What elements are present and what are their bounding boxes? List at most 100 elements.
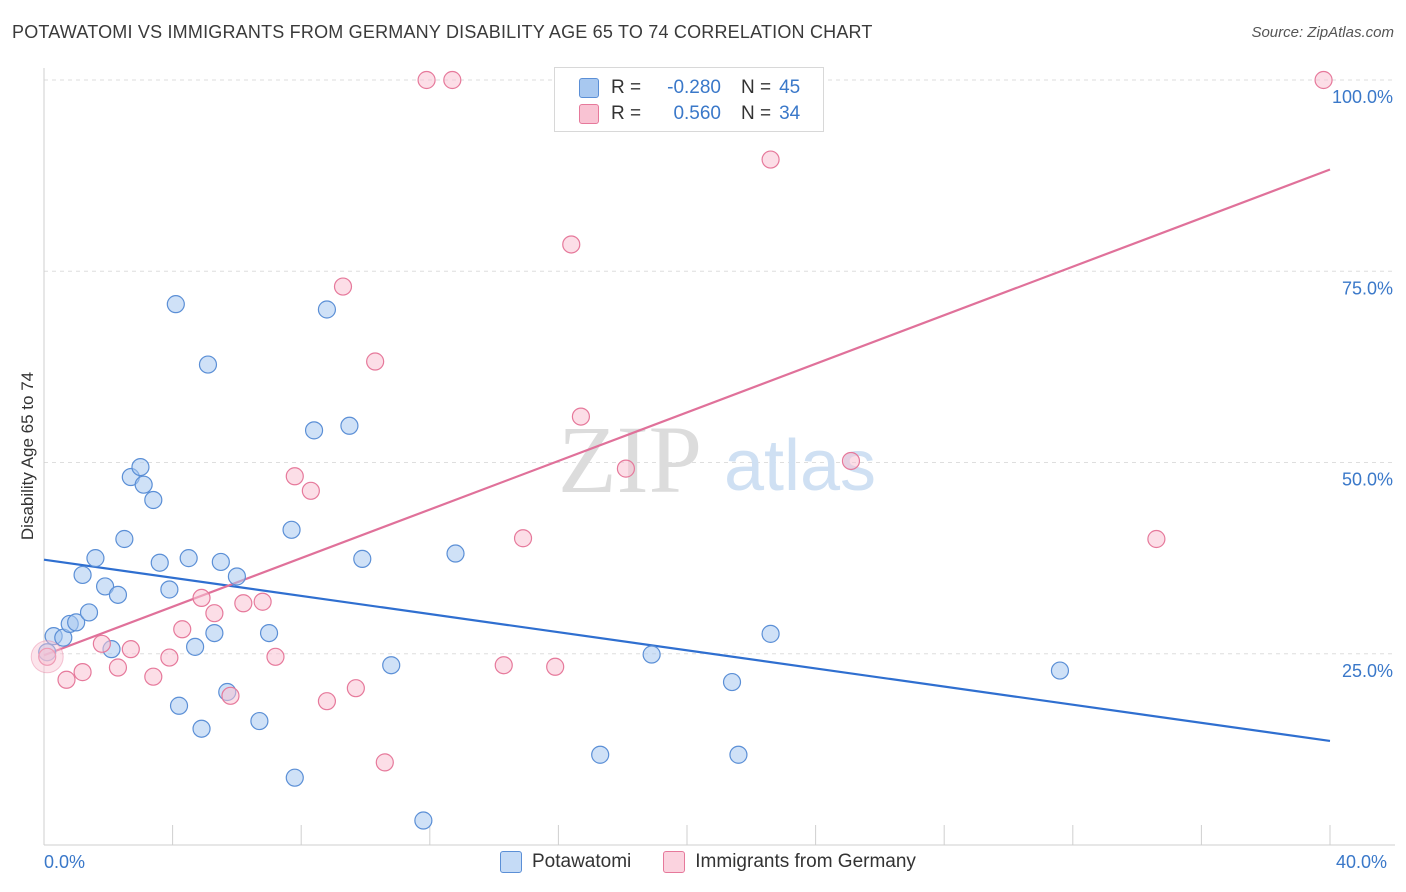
- y-tick-label: 100.0%: [1332, 87, 1393, 107]
- point-germany-cluster: [30, 640, 64, 674]
- point-germany: [73, 663, 92, 682]
- x-tick-max: 40.0%: [1336, 852, 1388, 872]
- point-germany: [108, 658, 128, 677]
- legend-n-label: N =: [741, 77, 772, 98]
- point-potawatomi: [353, 549, 372, 568]
- point-germany: [346, 679, 365, 698]
- point-potawatomi: [198, 355, 218, 374]
- point-germany: [301, 481, 320, 500]
- point-germany: [266, 647, 285, 666]
- point-potawatomi: [166, 295, 185, 314]
- point-potawatomi: [108, 585, 128, 604]
- point-potawatomi: [285, 768, 304, 787]
- point-potawatomi: [179, 549, 198, 568]
- point-germany: [443, 70, 462, 90]
- y-tick-label: 75.0%: [1342, 278, 1393, 298]
- point-potawatomi: [729, 745, 748, 764]
- point-germany: [366, 352, 385, 371]
- y-tick-labels: 25.0% 50.0% 75.0% 100.0%: [1332, 87, 1393, 681]
- point-potawatomi: [150, 553, 169, 572]
- point-potawatomi: [73, 565, 92, 585]
- point-potawatomi: [282, 520, 301, 539]
- point-germany: [571, 407, 591, 426]
- point-germany: [1147, 529, 1166, 549]
- point-potawatomi: [591, 745, 610, 764]
- point-potawatomi: [144, 490, 163, 510]
- point-germany: [616, 459, 636, 478]
- legend-swatch-potawatomi: [500, 851, 522, 873]
- point-germany: [205, 604, 224, 623]
- point-potawatomi: [446, 544, 465, 563]
- point-potawatomi: [115, 529, 134, 549]
- point-potawatomi: [131, 457, 150, 477]
- point-potawatomi: [86, 549, 105, 568]
- point-potawatomi: [160, 580, 179, 599]
- legend-n-value: 34: [779, 103, 801, 124]
- point-potawatomi: [169, 696, 189, 715]
- point-germany: [513, 529, 533, 548]
- legend-item-potawatomi: Potawatomi: [500, 851, 631, 873]
- trend-lines: [43, 168, 1331, 743]
- point-potawatomi: [79, 603, 99, 622]
- data-points: [30, 70, 1333, 830]
- legend-row-potawatomi: R = -0.280 N = 45: [579, 75, 800, 101]
- point-germany: [761, 150, 780, 169]
- point-potawatomi: [304, 421, 324, 440]
- gridlines: [44, 79, 1395, 655]
- chart-title: POTAWATOMI VS IMMIGRANTS FROM GERMANY DI…: [12, 22, 873, 42]
- point-germany: [173, 620, 192, 639]
- legend-swatch-germany: [579, 104, 599, 124]
- point-potawatomi: [192, 719, 211, 738]
- point-germany: [57, 670, 76, 689]
- legend-label-germany: Immigrants from Germany: [695, 851, 916, 872]
- point-germany: [375, 753, 394, 772]
- point-potawatomi: [1050, 661, 1070, 680]
- point-germany: [144, 667, 163, 686]
- point-germany: [562, 235, 581, 254]
- legend-r-label: R =: [611, 77, 642, 98]
- trend-line-potawatomi: [43, 558, 1331, 743]
- point-germany: [841, 451, 861, 471]
- axes: [43, 68, 1395, 846]
- legend-swatch-germany: [663, 851, 686, 873]
- point-germany: [253, 592, 272, 611]
- point-germany: [92, 634, 111, 653]
- legend-item-germany: Immigrants from Germany: [663, 851, 916, 873]
- point-potawatomi: [761, 624, 780, 643]
- point-germany: [160, 648, 179, 667]
- point-germany: [546, 657, 565, 676]
- legend-row-germany: R = 0.560 N = 34: [579, 101, 800, 127]
- point-potawatomi: [250, 711, 269, 731]
- watermark: ZIP atlas: [558, 406, 876, 513]
- point-potawatomi: [227, 567, 246, 586]
- point-germany: [192, 588, 211, 608]
- x-tick-min: 0.0%: [44, 852, 86, 872]
- point-potawatomi: [211, 552, 230, 572]
- point-germany: [317, 692, 337, 711]
- legend-label-potawatomi: Potawatomi: [532, 851, 632, 872]
- series-legend: Potawatomi Immigrants from Germany: [500, 851, 948, 873]
- legend-swatch-potawatomi: [579, 78, 599, 98]
- point-germany: [494, 656, 513, 675]
- point-potawatomi: [259, 623, 279, 643]
- point-potawatomi: [134, 475, 153, 494]
- point-germany: [285, 467, 304, 486]
- legend-n-value: 45: [779, 77, 801, 98]
- point-germany: [221, 686, 240, 705]
- point-germany: [234, 594, 253, 613]
- point-potawatomi: [67, 613, 86, 632]
- trend-line-germany: [43, 168, 1331, 657]
- legend-n-label: N =: [741, 103, 772, 124]
- point-potawatomi: [382, 656, 401, 675]
- point-germany: [333, 277, 353, 296]
- point-potawatomi: [722, 672, 742, 692]
- point-potawatomi: [186, 637, 205, 656]
- y-axis-label: Disability Age 65 to 74: [18, 371, 37, 541]
- point-germany: [38, 647, 57, 666]
- point-potawatomi: [340, 416, 359, 435]
- source-label: Source: ZipAtlas.com: [1251, 24, 1394, 41]
- point-potawatomi: [414, 811, 433, 830]
- legend-r-value: 0.560: [673, 103, 721, 124]
- point-germany: [1314, 70, 1333, 90]
